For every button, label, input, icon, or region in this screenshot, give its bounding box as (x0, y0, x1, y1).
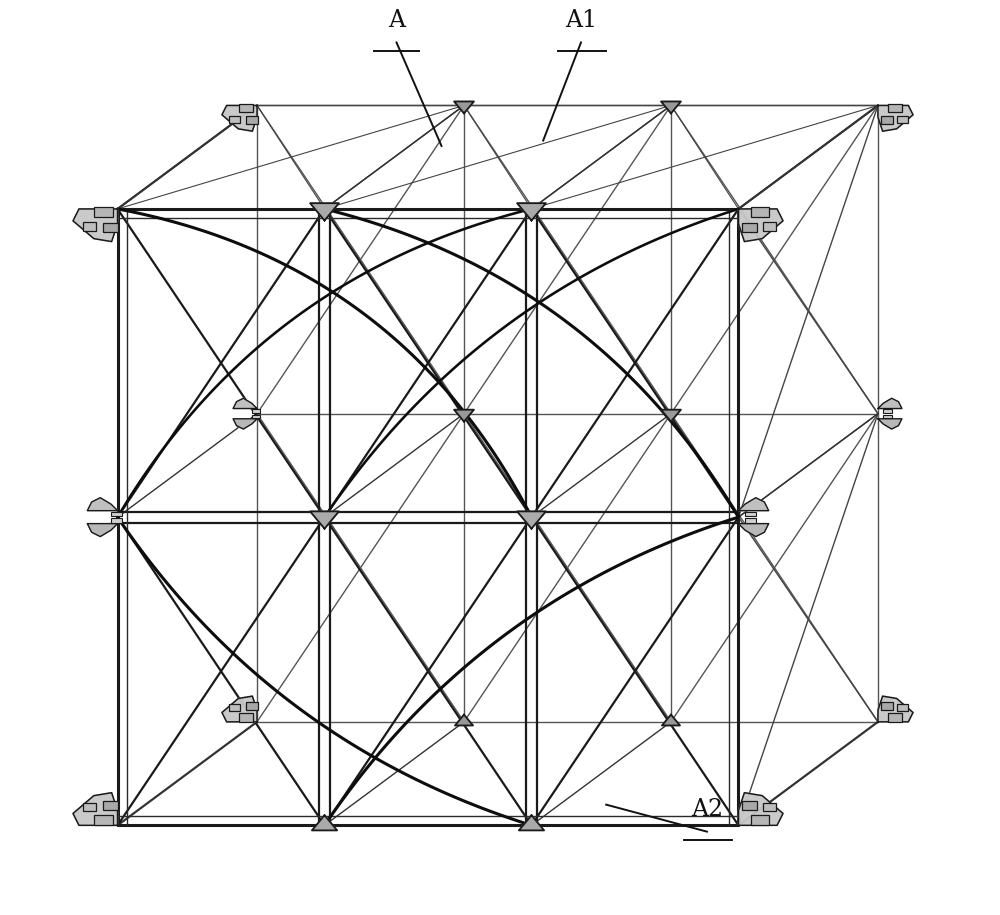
Polygon shape (738, 498, 769, 511)
FancyBboxPatch shape (897, 705, 908, 711)
FancyBboxPatch shape (751, 814, 769, 824)
FancyBboxPatch shape (252, 414, 260, 418)
FancyBboxPatch shape (246, 702, 258, 710)
Polygon shape (519, 815, 544, 831)
FancyBboxPatch shape (742, 223, 757, 232)
Polygon shape (661, 410, 681, 422)
FancyBboxPatch shape (252, 409, 260, 413)
Polygon shape (222, 696, 257, 722)
FancyBboxPatch shape (83, 222, 96, 231)
FancyBboxPatch shape (751, 207, 769, 217)
Polygon shape (222, 105, 257, 131)
FancyBboxPatch shape (103, 223, 118, 232)
FancyBboxPatch shape (763, 222, 776, 231)
Polygon shape (233, 398, 257, 408)
FancyBboxPatch shape (883, 414, 892, 418)
Polygon shape (310, 203, 339, 221)
Polygon shape (878, 398, 902, 408)
Text: A2: A2 (691, 798, 723, 821)
Polygon shape (738, 792, 783, 825)
FancyBboxPatch shape (103, 801, 118, 810)
FancyBboxPatch shape (229, 705, 240, 711)
FancyBboxPatch shape (94, 207, 113, 217)
FancyBboxPatch shape (111, 518, 122, 522)
Polygon shape (517, 511, 546, 529)
FancyBboxPatch shape (745, 518, 756, 522)
FancyBboxPatch shape (111, 511, 122, 516)
FancyBboxPatch shape (763, 803, 776, 812)
FancyBboxPatch shape (883, 409, 892, 413)
Polygon shape (455, 715, 473, 726)
FancyBboxPatch shape (229, 116, 240, 123)
FancyBboxPatch shape (239, 103, 253, 113)
Polygon shape (454, 410, 474, 422)
Text: A1: A1 (565, 8, 597, 32)
Polygon shape (517, 203, 546, 221)
Polygon shape (738, 209, 783, 242)
FancyBboxPatch shape (246, 116, 258, 124)
FancyBboxPatch shape (897, 116, 908, 123)
Polygon shape (878, 419, 902, 429)
FancyBboxPatch shape (745, 511, 756, 516)
Polygon shape (878, 105, 913, 131)
Polygon shape (661, 102, 681, 113)
Polygon shape (310, 511, 339, 529)
FancyBboxPatch shape (239, 713, 253, 722)
FancyBboxPatch shape (742, 801, 757, 810)
Polygon shape (878, 696, 913, 722)
Polygon shape (73, 209, 118, 242)
Polygon shape (233, 419, 257, 429)
Polygon shape (87, 523, 118, 536)
Polygon shape (454, 102, 474, 113)
Polygon shape (73, 792, 118, 825)
FancyBboxPatch shape (881, 116, 893, 124)
Polygon shape (87, 498, 118, 511)
Text: A: A (388, 8, 405, 32)
FancyBboxPatch shape (83, 803, 96, 812)
Polygon shape (738, 523, 769, 536)
FancyBboxPatch shape (888, 103, 902, 113)
FancyBboxPatch shape (888, 713, 902, 722)
Polygon shape (662, 715, 680, 726)
Polygon shape (312, 815, 337, 831)
FancyBboxPatch shape (881, 702, 893, 710)
FancyBboxPatch shape (94, 814, 113, 824)
